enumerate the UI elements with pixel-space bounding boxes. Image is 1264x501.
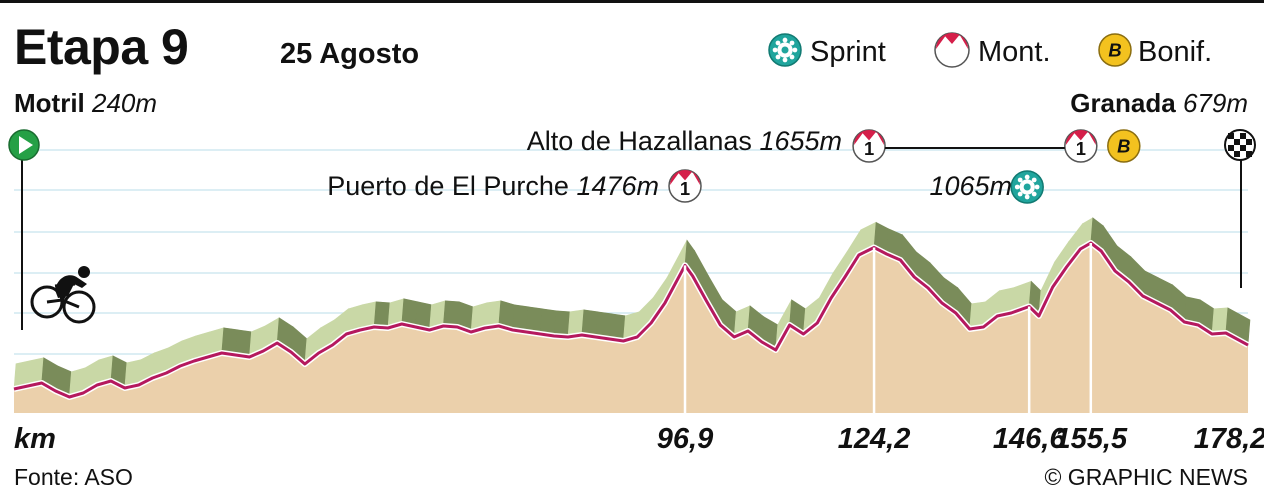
- bonus-letter: B: [1108, 40, 1121, 61]
- sprint-gear-tooth: [1031, 177, 1037, 183]
- stage-date: 25 Agosto: [280, 38, 420, 70]
- climb-badge-icon: [852, 129, 886, 163]
- checker-square: [1246, 139, 1252, 145]
- mountain-category: 1: [864, 138, 874, 159]
- cyclist-body: [55, 275, 87, 298]
- legend-bonus-icon: [1098, 33, 1132, 67]
- x-tick-label: 146,6: [992, 423, 1066, 455]
- x-axis-label: km: [14, 423, 56, 455]
- climb-label-purche: Puerto de El Purche 1476m: [327, 173, 659, 200]
- start-name: Motril: [14, 88, 85, 118]
- top-rule: [0, 0, 1264, 3]
- climb-altitude: 1655m: [759, 126, 842, 156]
- profile-ridge-segment: [443, 300, 460, 328]
- sprint-gear-tooth: [775, 54, 781, 60]
- stage-title: Etapa 9: [14, 19, 189, 75]
- bonus-letter: B: [1117, 136, 1130, 157]
- credit-note: © GRAPHIC NEWS: [1044, 464, 1248, 490]
- sprint-gear-tooth: [1024, 194, 1030, 200]
- mountain-peak-icon: [670, 170, 701, 185]
- mountain-category: 1: [1076, 138, 1086, 159]
- legend-mountain-label: Mont.: [978, 36, 1051, 68]
- sprint-gear-tooth: [782, 37, 788, 43]
- sprint-gear-tooth: [772, 47, 778, 53]
- profile-ridge-segment: [553, 310, 571, 338]
- cyclist-wheel: [62, 290, 96, 324]
- climb-name: Alto de Hazallanas: [526, 126, 752, 156]
- legend-bonus-label: Bonif.: [1138, 36, 1213, 68]
- sprint-gear-tooth: [789, 54, 795, 60]
- finish-location: Granada 679m: [1070, 90, 1248, 116]
- mountain-peak-icon: [854, 130, 885, 145]
- sprint-gear-tooth: [789, 40, 795, 46]
- start-location: Motril 240m: [14, 90, 157, 116]
- checker-square: [1234, 139, 1240, 145]
- checker-square: [1240, 133, 1246, 139]
- sprint-gear-tooth: [1034, 184, 1040, 190]
- x-tick-label: 96,9: [656, 423, 714, 455]
- legend-sprint-label: Sprint: [810, 36, 886, 68]
- mountain-peak-icon: [936, 33, 968, 49]
- checker-square: [1246, 151, 1252, 157]
- checker-square: [1228, 145, 1234, 151]
- checker-square: [1240, 145, 1246, 151]
- sprint-altitude-label: 1065m: [929, 171, 1012, 201]
- climb-label-hazallanas: Alto de Hazallanas 1655m: [527, 128, 842, 155]
- sprint-gear-tooth: [1024, 174, 1030, 180]
- sprint-gear-tooth: [782, 57, 788, 63]
- climb-name: Puerto de El Purche: [327, 171, 569, 201]
- mountain-category: 1: [680, 178, 690, 199]
- sprint-gear-hole: [781, 46, 789, 54]
- play-icon: [19, 136, 33, 154]
- sprint-gear-hole: [1023, 183, 1031, 191]
- sprint-gear-tooth: [1031, 191, 1037, 197]
- mountain-peak-icon: [1065, 130, 1096, 145]
- x-tick-label: 178,2: [1193, 423, 1264, 455]
- sprint-gear-tooth: [1017, 177, 1023, 183]
- cyclist-wheel: [30, 285, 64, 319]
- checker-square: [1228, 133, 1234, 139]
- profile-ridge-segment: [373, 301, 391, 329]
- x-tick-label: 124,2: [837, 423, 911, 455]
- finish-name: Granada: [1070, 88, 1176, 118]
- profile-area: [14, 243, 1248, 413]
- sprint-gear-tooth: [792, 47, 798, 53]
- profile-line: [13, 241, 1249, 399]
- start-altitude: 240m: [92, 88, 158, 118]
- cyclist-head: [78, 266, 90, 278]
- sprint-gear-tooth: [1017, 191, 1023, 197]
- x-tick-label: 155,5: [1054, 423, 1128, 455]
- climb-badge-icon: [668, 169, 702, 203]
- source-note: Fonte: ASO: [14, 464, 133, 490]
- bonus-badge-icon: [1107, 129, 1141, 163]
- checker-square: [1234, 151, 1240, 157]
- finish-altitude: 679m: [1182, 88, 1248, 118]
- sprint-gear-tooth: [1014, 184, 1020, 190]
- climb-altitude: 1476m: [576, 171, 659, 201]
- sprint-gear-tooth: [775, 40, 781, 46]
